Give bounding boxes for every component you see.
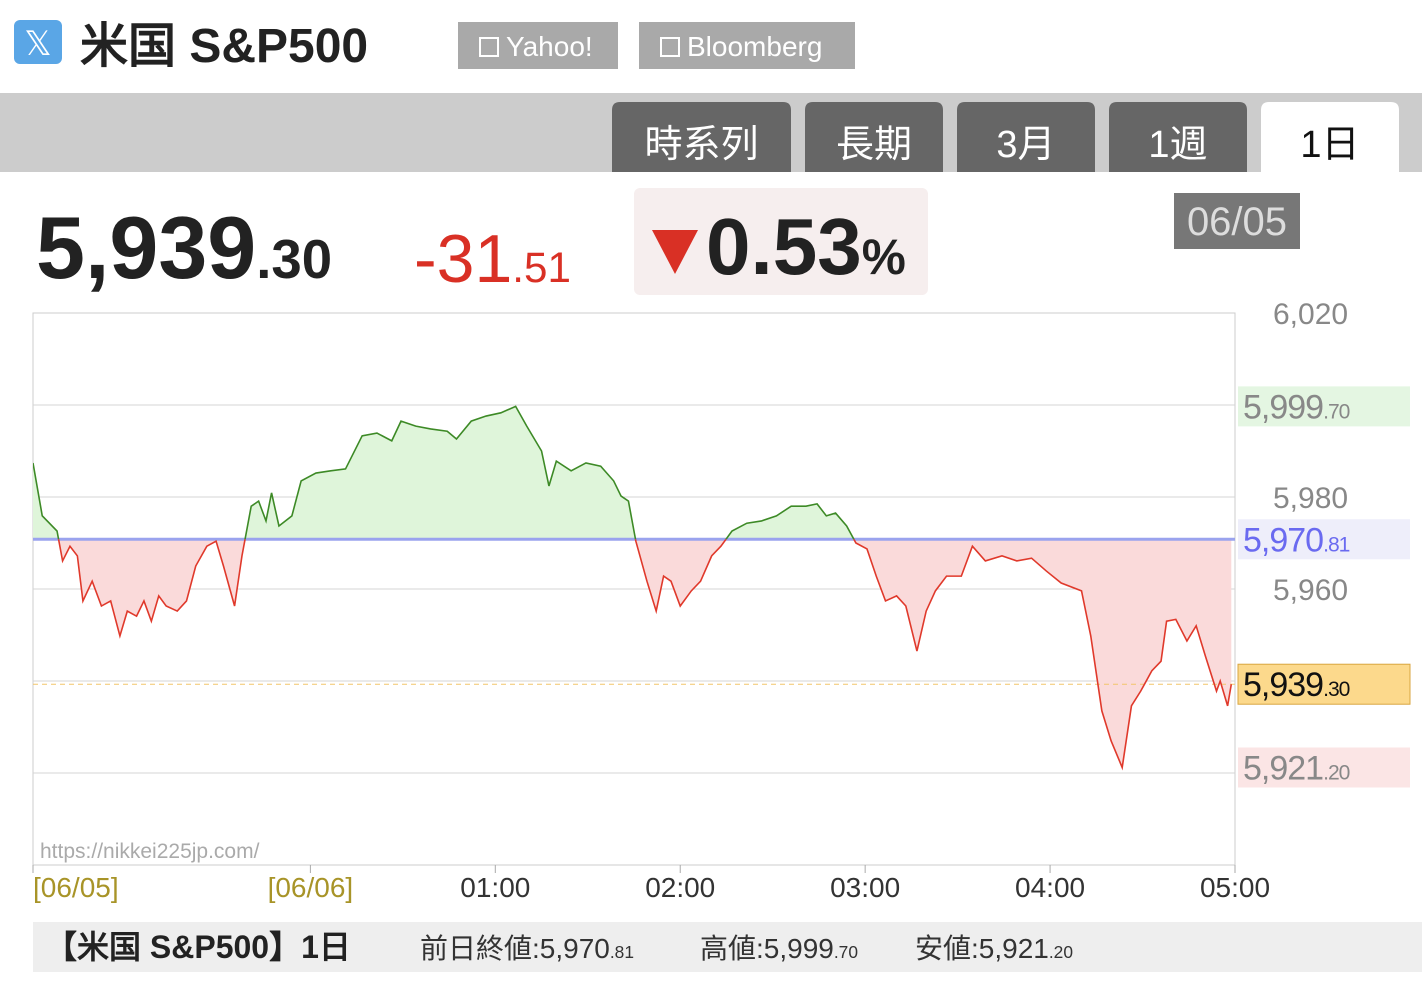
text-part: 5,970 <box>540 933 610 964</box>
footer-band <box>33 922 1422 972</box>
text-part: 5,921 <box>1243 749 1323 787</box>
x-tick-label: [06/05] <box>33 872 119 903</box>
text-part: .81 <box>1323 533 1350 556</box>
high-label: 5,999.70 <box>1243 388 1350 426</box>
pct-box <box>634 188 928 295</box>
footer-low-label: 安値: <box>915 933 979 964</box>
line-up <box>33 405 855 540</box>
tab[interactable] <box>957 102 1095 172</box>
tab-label: 3月 <box>996 124 1055 166</box>
tab[interactable] <box>1261 102 1399 172</box>
footer-high-value: 5,999.70 <box>764 933 858 964</box>
footer-prev-value: 5,970.81 <box>540 933 634 964</box>
title: 米国 S&P500 <box>80 20 368 73</box>
footer-title: 【米国 S&P500】1日 <box>45 929 351 965</box>
tab[interactable] <box>1109 102 1247 172</box>
link-icon <box>479 37 499 57</box>
link-label: Yahoo! <box>506 31 593 62</box>
line-down <box>57 539 1233 771</box>
footer-prev-label: 前日終値: <box>420 933 540 964</box>
text-part: .20 <box>1049 942 1073 962</box>
tab-label: 1週 <box>1148 124 1207 166</box>
text-part: 5,970 <box>1243 521 1323 559</box>
x-tick-label: 05:00 <box>1200 872 1270 903</box>
y-tick-label: 5,960 <box>1273 574 1348 607</box>
date-box <box>1174 193 1300 249</box>
last-label-bg <box>1237 663 1411 705</box>
x-tick-label: [06/06] <box>268 872 354 903</box>
link-icon <box>660 37 680 57</box>
x-tick-label: 03:00 <box>830 872 900 903</box>
text-part: .81 <box>610 942 634 962</box>
text-part: 5,999 <box>764 933 834 964</box>
down-arrow <box>652 230 698 274</box>
prev_close-label: 5,970.81 <box>1243 521 1350 559</box>
y-tick-label: 6,020 <box>1273 298 1348 331</box>
link-label: Bloomberg <box>687 31 822 62</box>
prev_close-label-bg <box>1238 519 1410 560</box>
tab-label: 長期 <box>836 124 912 166</box>
low-label-bg <box>1238 747 1410 788</box>
link-button[interactable] <box>458 22 618 69</box>
y-tick-label: 5,980 <box>1273 482 1348 515</box>
text-part: .30 <box>256 229 332 290</box>
text-part: .51 <box>512 244 571 291</box>
date: 06/05 <box>1187 200 1287 244</box>
footer-high: 高値:5,999.70 <box>700 933 858 964</box>
area-down <box>33 539 1232 768</box>
x-tick-label: 02:00 <box>645 872 715 903</box>
text-part: % <box>862 229 906 285</box>
x-icon-glyph: 𝕏 <box>24 25 51 63</box>
low-label: 5,921.20 <box>1243 749 1350 787</box>
text-part: 5,939 <box>36 198 256 297</box>
text-part: .30 <box>1323 678 1350 701</box>
text-part: .70 <box>1323 400 1350 423</box>
footer-low-value: 5,921.20 <box>979 933 1073 964</box>
text-part: .20 <box>1323 761 1350 784</box>
high-label-bg <box>1238 386 1410 427</box>
price: 5,939.30 <box>36 198 332 297</box>
tab-label: 時系列 <box>644 124 758 166</box>
area-up <box>33 406 1232 540</box>
change-pct: 0.53% <box>706 202 906 291</box>
text-part: 5,921 <box>979 933 1049 964</box>
text-part: .70 <box>834 942 858 962</box>
text-part: -31 <box>414 221 512 297</box>
x-tick-label: 01:00 <box>460 872 530 903</box>
watermark: https://nikkei225jp.com/ <box>40 840 260 863</box>
x-tick-label: 04:00 <box>1015 872 1085 903</box>
text-part: 5,999 <box>1243 388 1323 426</box>
change: -31.51 <box>414 221 571 297</box>
link-button[interactable] <box>639 22 855 69</box>
tab-label: 1日 <box>1300 124 1359 166</box>
x-icon[interactable] <box>14 20 62 64</box>
tab[interactable] <box>805 102 943 172</box>
footer-high-label: 高値: <box>700 933 764 964</box>
text-part: 5,939 <box>1243 666 1323 704</box>
text-part: 0.53 <box>706 202 862 291</box>
footer-prev: 前日終値:5,970.81 <box>420 933 634 964</box>
last-label: 5,939.30 <box>1243 666 1350 704</box>
tab[interactable] <box>612 102 791 172</box>
footer-low: 安値:5,921.20 <box>915 933 1073 964</box>
